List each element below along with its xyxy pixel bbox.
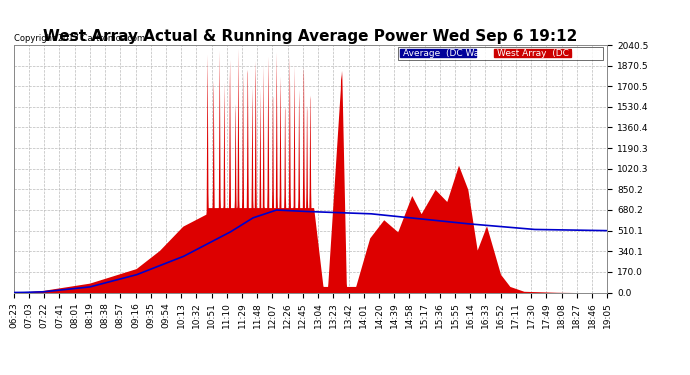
- Legend: Average  (DC Watts), West Array  (DC Watts): Average (DC Watts), West Array (DC Watts…: [398, 47, 602, 60]
- Text: Copyright 2017 Cartronics.com: Copyright 2017 Cartronics.com: [14, 33, 145, 42]
- Title: West Array Actual & Running Average Power Wed Sep 6 19:12: West Array Actual & Running Average Powe…: [43, 29, 578, 44]
